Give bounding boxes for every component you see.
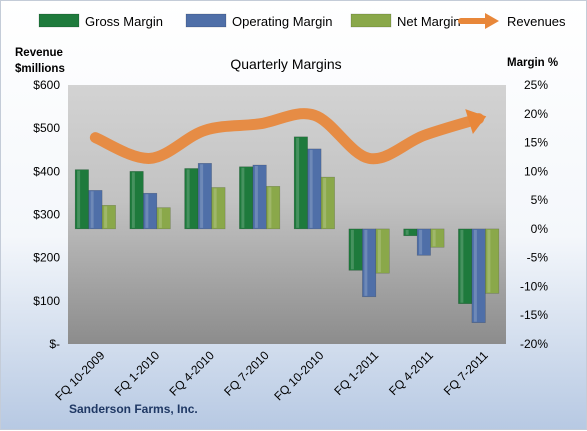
revenue-line [89,108,485,165]
bar-net-margin [320,176,335,230]
x-tick-label: FQ 10-2009 [52,348,107,403]
right-tick-label: 25% [524,78,548,92]
revenue-line-series [89,108,487,165]
bar-highlight [131,172,135,228]
left-tick-label: $200 [33,251,60,265]
bar-net-margin [375,228,390,274]
right-axis-title: Margin % [507,57,558,69]
right-tick-label: 0% [531,222,549,236]
bar-highlight [213,188,217,228]
right-tick-label: -10% [520,279,548,293]
bar-highlight [104,206,108,228]
bar-net-margin [101,205,116,230]
bar-highlight [364,229,368,296]
left-tick-label: $100 [33,294,60,308]
left-axis-ticks: $- $100 $200 $300 $400 $500 $600 [33,78,60,351]
right-tick-label: -20% [520,337,548,351]
bar-highlight [460,229,464,303]
left-tick-label: $400 [33,164,60,178]
x-tick-label: FQ 10-2010 [271,348,326,403]
bar-highlight [405,229,409,235]
bar-highlight [377,229,381,273]
bar-net-margin [266,186,281,230]
bar-highlight [77,170,81,228]
legend-label: Revenues [507,14,566,29]
legend-swatch [185,13,227,28]
bar-highlight [487,229,491,293]
x-tick-label: FQ 1-2010 [112,348,163,399]
legend-label: Gross Margin [85,14,163,29]
legend-swatch-arrow [485,13,499,29]
chart-title: Quarterly Margins [230,56,341,72]
right-axis-ticks: -20% -15% -10% -5% 0% 5% 10% 15% 20% 25% [520,78,548,351]
left-tick-label: $600 [33,78,60,92]
left-tick-label: $500 [33,121,60,135]
bar-highlight [90,191,94,228]
bar-highlight [350,229,354,270]
bar-highlight [296,137,300,228]
bar-highlight [419,229,423,255]
right-tick-label: 15% [524,136,548,150]
right-tick-label: 10% [524,164,548,178]
x-tick-label: FQ 1-2011 [331,348,381,398]
revenue-line-arrowhead [465,109,487,135]
x-axis-tick-labels: FQ 10-2009 FQ 1-2010 FQ 4-2010 FQ 7-2010 FQ … [52,348,491,403]
legend-swatch [350,13,392,28]
bar-highlight [254,166,258,228]
left-axis-title-line1: Revenue [15,47,63,59]
right-tick-label: 20% [524,107,548,121]
bar-highlight [200,164,204,228]
bar-highlight [309,149,313,228]
legend-swatch [38,13,80,28]
legend: Gross Margin Operating Margin Net Margin Re… [38,13,566,29]
bar-net-margin [485,228,500,294]
right-tick-label: -5% [527,251,549,265]
left-tick-label: $- [49,337,60,351]
x-tick-label: FQ 7-2011 [441,348,491,398]
bar-highlight [268,187,272,228]
bar-highlight [432,229,436,247]
bar-highlight [473,229,477,322]
bar-highlight [186,169,190,228]
left-tick-label: $300 [33,208,60,222]
x-tick-label: FQ 4-2011 [386,348,436,398]
bar-series [74,136,500,323]
right-tick-label: -15% [520,308,548,322]
bar-highlight [158,208,162,228]
left-axis-title-line2: $millions [15,63,65,75]
bar-net-margin [156,207,171,230]
bar-net-margin [430,228,445,248]
right-tick-label: 5% [531,193,549,207]
source-label: Sanderson Farms, Inc. [69,402,198,416]
legend-label: Operating Margin [232,14,332,29]
bar-highlight [241,167,245,228]
bar-highlight [145,194,149,228]
legend-label: Net Margin [397,14,461,29]
bar-highlight [323,178,327,228]
x-tick-label: FQ 7-2010 [221,348,272,399]
bar-net-margin [211,187,226,230]
x-tick-label: FQ 4-2010 [167,348,218,399]
